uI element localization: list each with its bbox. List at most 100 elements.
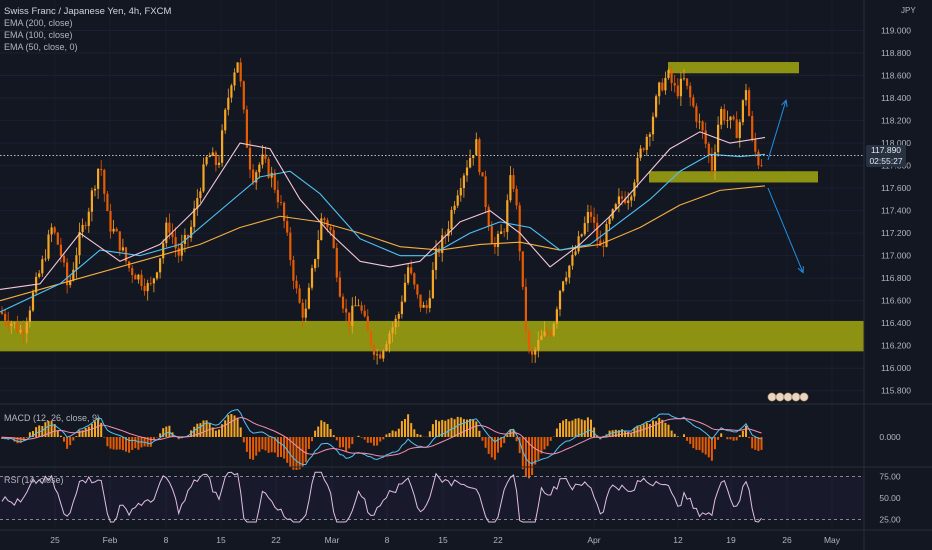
candle-body: [682, 78, 686, 80]
macd-histogram-bar: [332, 435, 335, 437]
candle-body: [190, 226, 193, 238]
macd-histogram-bar: [506, 434, 509, 437]
support-resistance-zone: [0, 320, 864, 352]
candle-body: [137, 274, 140, 280]
time-tick-label: Mar: [325, 535, 340, 545]
candle-body: [400, 301, 403, 315]
macd-histogram-bar: [388, 433, 391, 437]
rsi-axis-label: 50.00: [879, 493, 901, 503]
candle-body: [589, 211, 593, 217]
candle-body: [726, 120, 729, 122]
candle-body: [729, 116, 732, 121]
candle-body: [537, 339, 540, 350]
macd-histogram-bar: [35, 427, 38, 437]
candle-body: [376, 354, 379, 356]
candle-body: [555, 309, 558, 324]
current-price: 117.890: [870, 145, 902, 155]
macd-histogram-bar: [515, 437, 518, 442]
candle-body: [450, 210, 453, 229]
macd-histogram-bar: [1, 437, 3, 440]
macd-histogram-bar: [28, 432, 31, 437]
macd-histogram-bar: [211, 427, 214, 437]
candle-body: [658, 82, 661, 97]
candle-body: [335, 247, 338, 278]
macd-histogram-bar: [242, 437, 245, 443]
macd-histogram-bar: [208, 423, 211, 437]
candle-body: [686, 78, 689, 86]
macd-histogram-bar: [692, 437, 695, 449]
candle-body: [7, 320, 10, 326]
price-tick-label: 117.400: [881, 206, 911, 216]
projection-arrows: [767, 100, 803, 272]
time-tick-label: 15: [216, 535, 226, 545]
ema100-legend[interactable]: EMA (100, close): [4, 30, 73, 40]
candle-body: [345, 308, 348, 313]
macd-histogram-bar: [729, 437, 732, 440]
ema50-line: [0, 131, 766, 290]
candle-body: [363, 310, 366, 317]
candle-body: [602, 245, 605, 247]
ema50-legend[interactable]: EMA (50, close, 0): [4, 42, 78, 52]
macd-histogram-bar: [295, 437, 298, 470]
macd-histogram-bar: [90, 423, 93, 437]
macd-histogram-bar: [152, 437, 155, 441]
macd-histogram-bar: [456, 416, 459, 437]
candle-body: [475, 139, 478, 156]
candle-body: [531, 350, 534, 355]
candle-body: [112, 228, 115, 232]
macd-histogram-bar: [627, 431, 630, 437]
macd-histogram-bar: [689, 437, 692, 444]
macd-histogram-bar: [648, 423, 651, 437]
candle-body: [25, 321, 28, 334]
candle-body: [661, 82, 664, 91]
candle-body: [744, 90, 748, 101]
candle-body: [196, 198, 199, 209]
macd-histogram-bar: [146, 437, 149, 447]
candle-body: [571, 254, 574, 266]
candle-body: [723, 109, 726, 121]
candle-body: [670, 69, 673, 83]
candle-body: [16, 322, 19, 333]
macd-histogram-bar: [32, 431, 34, 437]
macd-histogram-bar: [661, 419, 664, 437]
rsi-legend[interactable]: RSI (14, close): [4, 475, 64, 485]
candle-body: [93, 188, 97, 191]
macd-histogram-bar: [512, 429, 515, 437]
macd-histogram-bar: [391, 430, 394, 437]
macd-histogram-bar: [580, 419, 583, 437]
ema200-legend[interactable]: EMA (200, close): [4, 18, 73, 28]
candle-body: [425, 305, 428, 309]
macd-histogram-bar: [283, 437, 286, 459]
macd-legend[interactable]: MACD (12, 26, close, 9): [4, 413, 101, 423]
candle-body: [22, 329, 25, 334]
macd-histogram-bar: [50, 421, 53, 437]
candle-body: [462, 175, 465, 189]
macd-histogram-bar: [590, 419, 592, 437]
candle-body: [152, 278, 155, 284]
macd-histogram-bar: [534, 437, 537, 465]
candle-body: [586, 211, 589, 224]
macd-histogram-bar: [304, 437, 307, 463]
candle-body: [211, 152, 214, 156]
macd-histogram-bar: [280, 437, 282, 457]
candle-body: [496, 233, 500, 247]
macd-histogram-bar: [397, 428, 400, 437]
candle-body: [713, 152, 717, 171]
candle-body: [115, 228, 118, 232]
candle-body: [558, 290, 562, 310]
candle-body: [118, 231, 121, 251]
candle-body: [748, 90, 751, 117]
candle-body: [636, 157, 639, 183]
candle-body: [521, 251, 524, 287]
candle-body: [81, 224, 84, 232]
economic-event-icon: [791, 392, 801, 402]
macd-histogram-bar: [531, 437, 534, 476]
candle-body: [648, 134, 651, 137]
macd-histogram-bar: [521, 437, 524, 470]
candle-body: [301, 302, 304, 318]
candle-body: [732, 116, 735, 120]
macd-histogram-bar: [338, 437, 341, 448]
candle-body: [193, 208, 196, 227]
candle-body: [419, 294, 422, 308]
